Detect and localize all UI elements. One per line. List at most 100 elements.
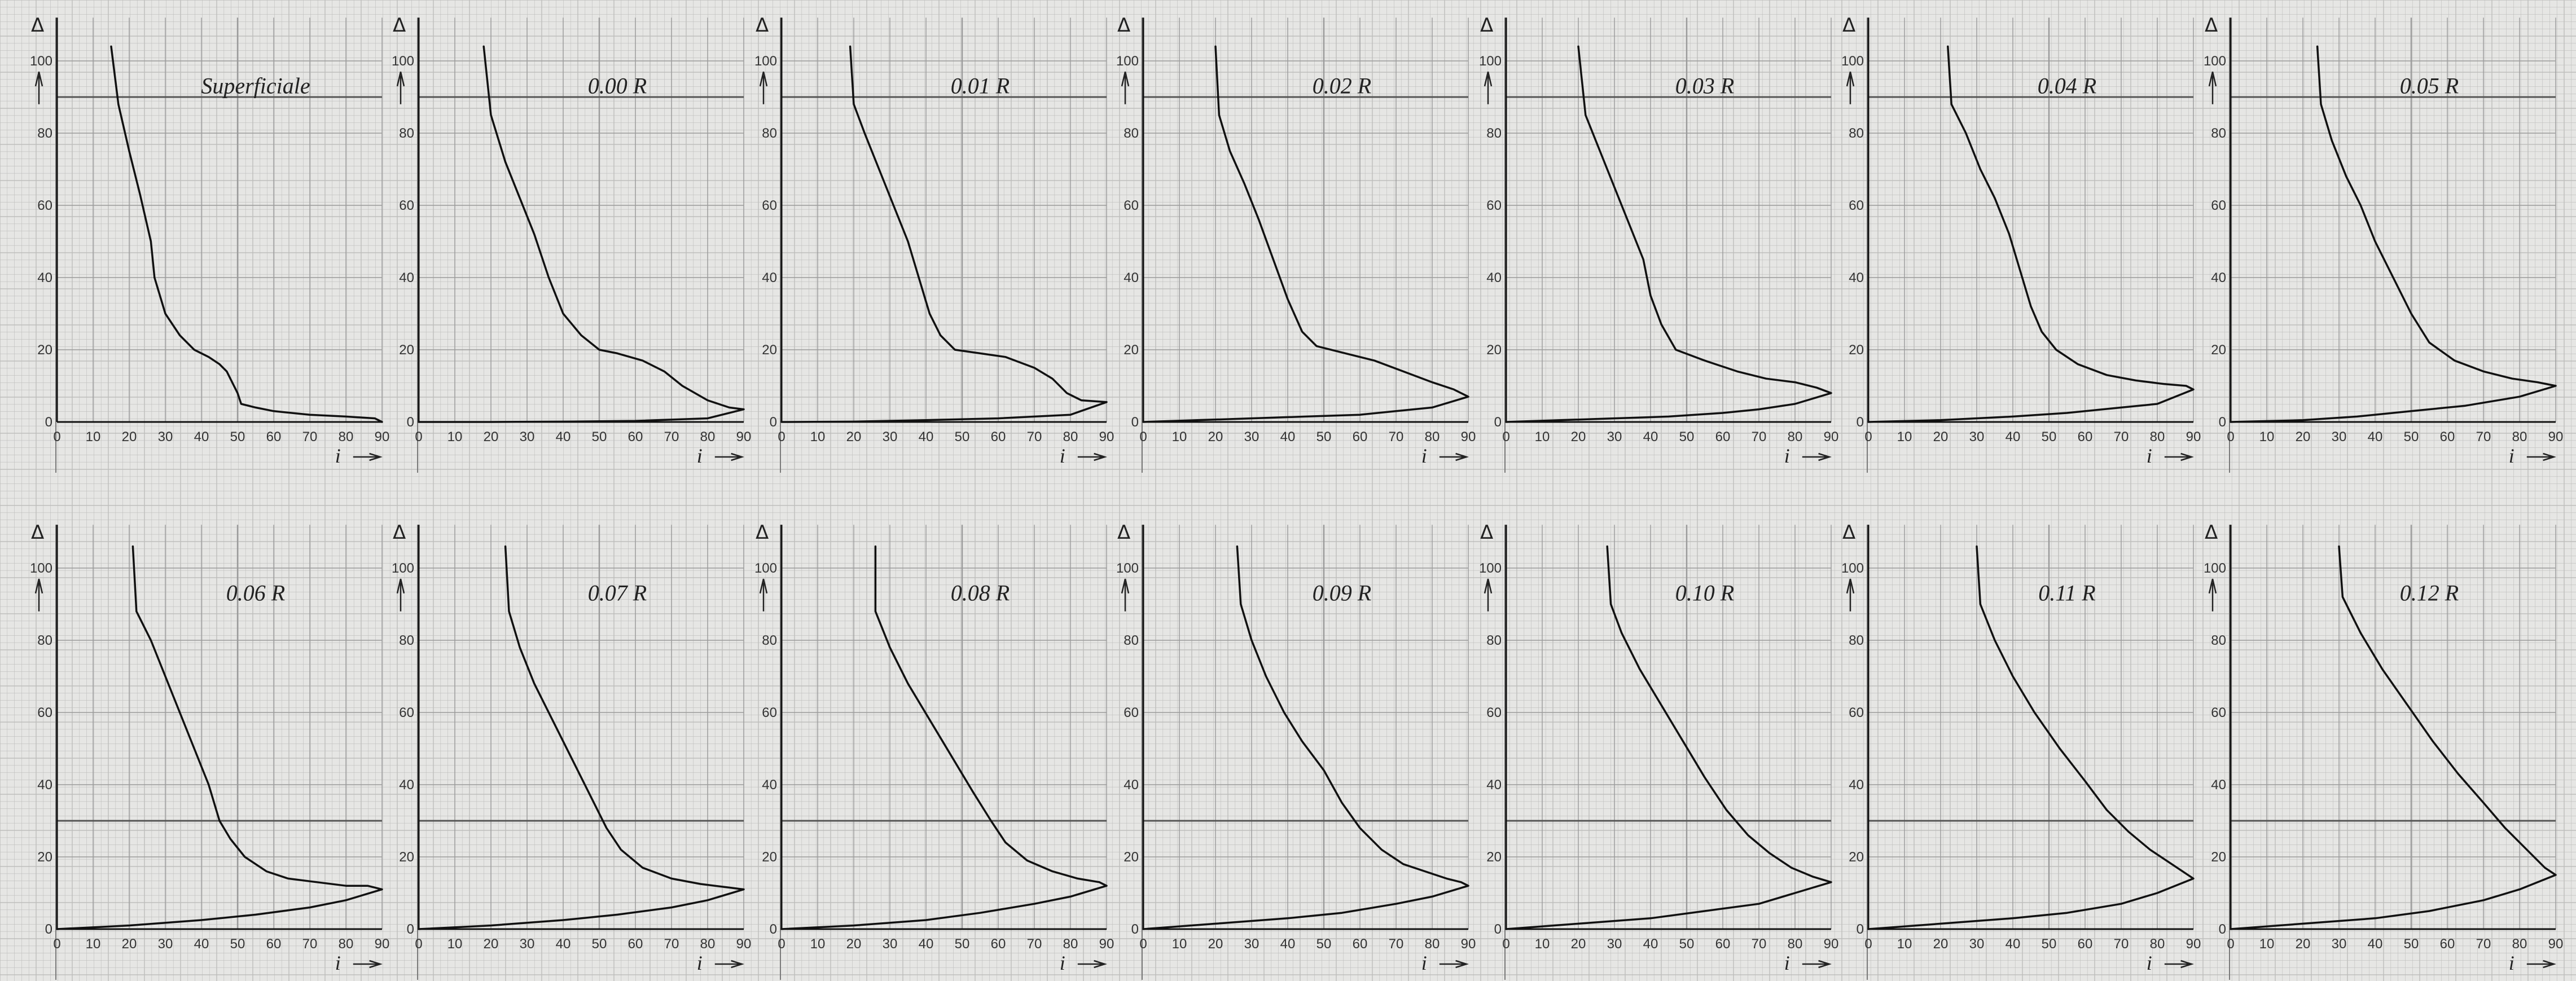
chart-title: 0.12 R [2400,580,2459,606]
y-tick-label: 40 [762,777,777,793]
chart-title: 0.04 R [2038,73,2096,99]
x-tick-label: 50 [592,429,607,445]
y-arrow-icon [759,578,768,612]
x-tick-label: 90 [1099,936,1114,952]
x-tick-label: 10 [2259,429,2275,445]
y-tick-label: 100 [1116,561,1139,576]
x-axis-label: i [697,952,703,974]
x-tick-label: 20 [1571,429,1586,445]
y-tick-label: 80 [1849,126,1864,141]
x-tick-label: 70 [2114,429,2129,445]
chart-title: 0.06 R [226,580,285,606]
x-tick-label: 0 [415,429,422,445]
data-series-line [1505,545,1832,930]
x-tick-label: 0 [1139,936,1147,952]
x-tick-label: 30 [883,429,898,445]
x-tick-label: 10 [1897,429,1912,445]
x-arrow-icon [714,960,744,969]
x-arrow-icon [2164,452,2194,461]
y-arrow-icon [759,71,768,104]
x-axis-label: i [1060,952,1065,974]
x-tick-label: 30 [2332,936,2347,952]
y-tick-label: 0 [2219,922,2226,937]
x-tick-label: 0 [1864,429,1872,445]
y-tick-label: 80 [2211,633,2226,648]
chart-title: 0.10 R [1675,580,1734,606]
y-axis-label: Δ [1842,14,1855,37]
data-series-line [780,45,1108,423]
x-tick-label: 10 [1172,936,1187,952]
x-tick-label: 40 [919,936,934,952]
x-tick-label: 60 [266,429,282,445]
x-tick-label: 0 [53,936,60,952]
y-tick-label: 20 [762,850,777,865]
y-tick-label: 80 [1124,633,1139,648]
y-tick-label: 60 [399,705,414,720]
x-tick-label: 90 [2186,429,2201,445]
y-tick-label: 40 [1849,270,1864,285]
y-tick-label: 40 [1486,270,1502,285]
y-tick-label: 20 [399,342,414,358]
chart-panel: 0 10 20 30 40 50 60 70 80 90 0 20 40 60 80 100 Δi 0.01 R [754,14,1114,473]
y-tick-label: 60 [1124,705,1139,720]
x-tick-label: 90 [375,429,390,445]
chart-panel: 0 10 20 30 40 50 60 70 80 90 0 20 40 60 80 100 Δi 0.00 R [392,14,751,473]
x-arrow-icon [1802,960,1832,969]
y-tick-label: 20 [2211,342,2226,358]
y-tick-label: 20 [2211,850,2226,865]
x-axis-label: i [1421,952,1427,974]
x-axis-label: i [2147,445,2152,467]
x-tick-label: 90 [736,936,752,952]
y-tick-label: 60 [762,198,777,213]
x-tick-label: 70 [664,936,679,952]
x-tick-label: 40 [556,429,571,445]
x-axis-label: i [335,445,341,467]
y-tick-label: 20 [1849,850,1864,865]
x-tick-label: 80 [1788,429,1803,445]
y-tick-label: 60 [2211,198,2226,213]
y-tick-label: 60 [2211,705,2226,720]
x-tick-label: 80 [1788,936,1803,952]
x-tick-label: 90 [1824,429,1839,445]
x-tick-label: 20 [484,936,499,952]
x-tick-label: 10 [447,429,463,445]
x-tick-label: 20 [122,936,137,952]
y-tick-label: 80 [399,126,414,141]
y-tick-label: 0 [1857,922,1864,937]
y-axis-label: Δ [1117,14,1130,37]
y-tick-label: 0 [1494,922,1502,937]
y-tick-label: 80 [1486,126,1502,141]
x-tick-label: 10 [1535,429,1550,445]
y-tick-label: 60 [1849,198,1864,213]
y-tick-label: 100 [392,561,414,576]
chart-panel: 0 10 20 30 40 50 60 70 80 90 0 20 40 60 80 100 Δi 0.12 R [2204,521,2563,980]
x-tick-label: 80 [2512,429,2527,445]
x-tick-label: 0 [1502,936,1509,952]
x-arrow-icon [1439,452,1469,461]
y-tick-label: 40 [37,270,52,285]
x-tick-label: 20 [846,936,862,952]
x-tick-label: 60 [1353,936,1368,952]
chart-panel: 0 10 20 30 40 50 60 70 80 90 0 20 40 60 80 100 Δi 0.03 R [1479,14,1838,473]
x-tick-label: 50 [230,429,245,445]
x-tick-label: 80 [1063,936,1078,952]
y-tick-label: 40 [2211,777,2226,793]
x-tick-label: 10 [86,936,101,952]
x-tick-label: 0 [2227,936,2234,952]
x-tick-label: 40 [1643,429,1658,445]
x-axis-label: i [2147,952,2152,974]
x-tick-label: 50 [955,429,970,445]
data-series-line [418,45,745,423]
x-tick-label: 20 [1208,936,1223,952]
x-tick-label: 80 [339,936,354,952]
data-series-line [110,45,383,423]
y-tick-label: 60 [1849,705,1864,720]
chart-title: 0.11 R [2038,580,2095,606]
chart-panel: 0 10 20 30 40 50 60 70 80 90 0 20 40 60 80 100 Δi 0.07 R [392,521,751,980]
x-arrow-icon [1077,960,1107,969]
x-tick-label: 10 [810,429,826,445]
x-tick-label: 20 [846,429,862,445]
x-tick-label: 30 [158,936,173,952]
x-tick-label: 80 [1425,936,1440,952]
